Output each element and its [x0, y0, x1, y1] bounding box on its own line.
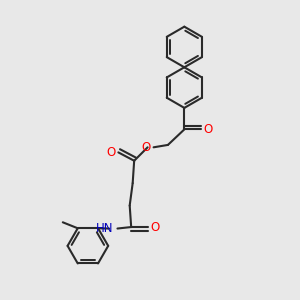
Text: O: O — [141, 141, 151, 154]
Text: O: O — [106, 146, 116, 159]
Text: O: O — [150, 220, 160, 233]
Text: O: O — [203, 123, 213, 136]
Text: HN: HN — [96, 222, 113, 235]
